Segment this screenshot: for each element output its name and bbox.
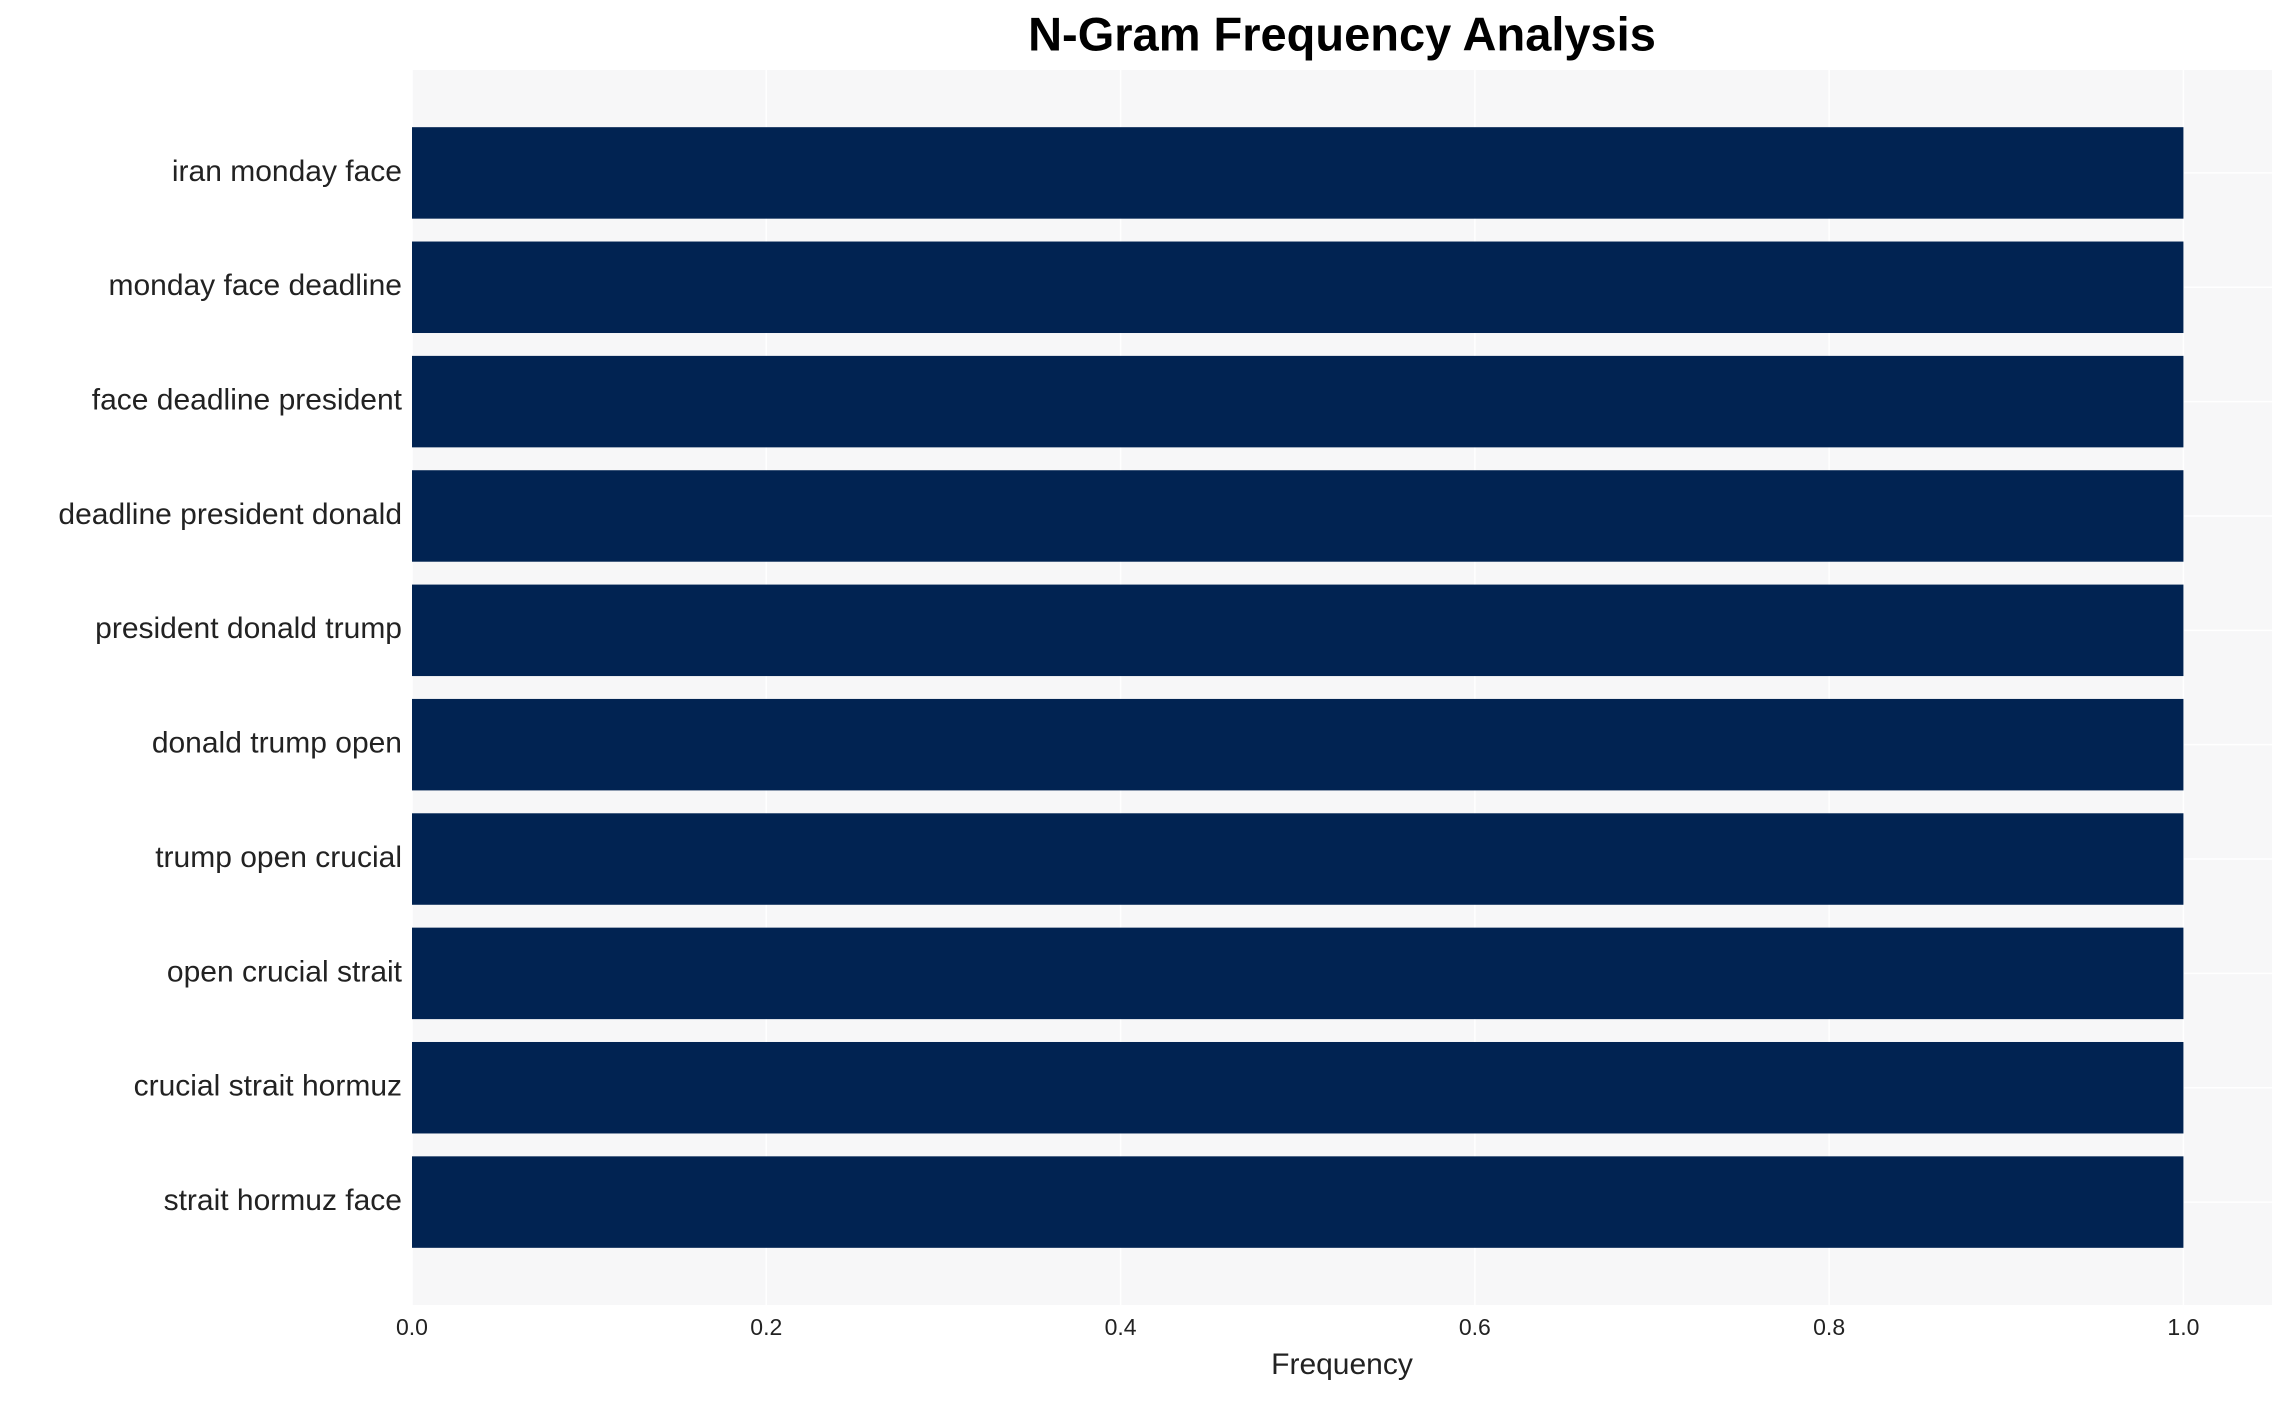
bar <box>412 1156 2184 1248</box>
bar <box>412 1041 2184 1134</box>
x-tick-label: 0.0 <box>396 1314 428 1340</box>
y-tick-label: iran monday face <box>172 155 402 188</box>
y-tick-label: donald trump open <box>152 727 402 760</box>
x-tick-label: 0.2 <box>750 1314 782 1340</box>
bar <box>412 698 2184 791</box>
y-tick-label: open crucial strait <box>167 955 403 988</box>
y-tick-label: face deadline president <box>92 384 403 417</box>
y-tick-label: president donald trump <box>95 612 402 645</box>
bar <box>412 927 2184 1020</box>
y-tick-label: deadline president donald <box>58 498 402 531</box>
x-tick-label: 0.6 <box>1459 1314 1491 1340</box>
chart-title: N-Gram Frequency Analysis <box>1028 7 1656 60</box>
x-tick-label: 1.0 <box>2167 1314 2199 1340</box>
y-tick-label: crucial strait hormuz <box>134 1070 402 1103</box>
y-tick-label: monday face deadline <box>108 269 402 302</box>
x-axis-label: Frequency <box>1271 1348 1413 1381</box>
y-tick-label: trump open crucial <box>155 841 402 874</box>
y-tick-label: strait hormuz face <box>164 1184 402 1217</box>
bar <box>412 470 2184 562</box>
bar <box>412 584 2184 677</box>
bar <box>412 355 2184 448</box>
bar <box>412 241 2184 334</box>
bar <box>412 813 2184 905</box>
x-tick-label: 0.8 <box>1813 1314 1845 1340</box>
bar <box>412 127 2184 219</box>
x-tick-label: 0.4 <box>1105 1314 1137 1340</box>
